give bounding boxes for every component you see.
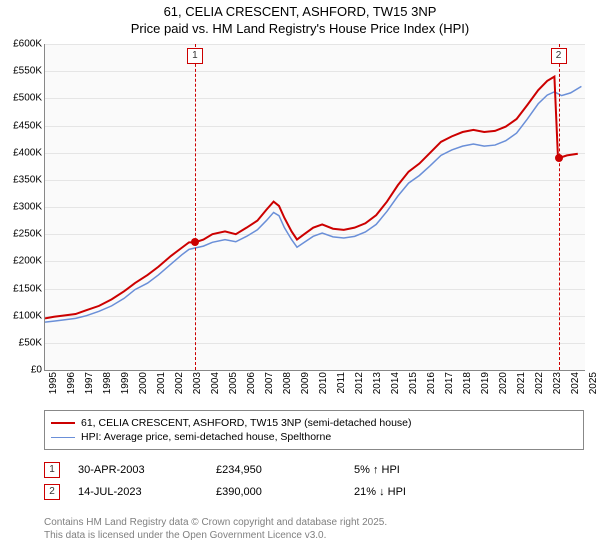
- x-tick-label: 2021: [516, 372, 527, 402]
- x-tick-label: 1995: [48, 372, 59, 402]
- x-tick-label: 2005: [228, 372, 239, 402]
- x-tick-label: 2014: [390, 372, 401, 402]
- sale-delta: 5% ↑ HPI: [354, 464, 474, 476]
- series-line: [45, 77, 578, 319]
- title-line1: 61, CELIA CRESCENT, ASHFORD, TW15 3NP: [0, 4, 600, 21]
- x-tick-label: 2025: [588, 372, 599, 402]
- y-tick-label: £550K: [2, 66, 42, 77]
- y-tick-label: £350K: [2, 174, 42, 185]
- marker-label: 2: [551, 48, 567, 64]
- x-tick-label: 1999: [120, 372, 131, 402]
- x-tick-label: 2003: [192, 372, 203, 402]
- series-line: [45, 86, 581, 322]
- x-tick-label: 2018: [462, 372, 473, 402]
- sale-delta: 21% ↓ HPI: [354, 486, 474, 498]
- marker-label: 1: [187, 48, 203, 64]
- x-tick-label: 2012: [354, 372, 365, 402]
- legend-swatch: [51, 437, 75, 438]
- x-tick-label: 2008: [282, 372, 293, 402]
- sales-table: 1 30-APR-2003 £234,950 5% ↑ HPI 2 14-JUL-2023…: [44, 456, 584, 506]
- legend-swatch: [51, 422, 75, 424]
- y-tick-label: £300K: [2, 202, 42, 213]
- sale-row: 2 14-JUL-2023 £390,000 21% ↓ HPI: [44, 484, 584, 500]
- marker-dot: [555, 154, 563, 162]
- chart-lines: [45, 44, 585, 370]
- footer-line1: Contains HM Land Registry data © Crown c…: [44, 516, 387, 529]
- marker-line: [559, 44, 560, 370]
- sale-date: 30-APR-2003: [78, 464, 198, 476]
- x-tick-label: 2000: [138, 372, 149, 402]
- legend-label: HPI: Average price, semi-detached house,…: [81, 431, 331, 443]
- chart-container: 61, CELIA CRESCENT, ASHFORD, TW15 3NP Pr…: [0, 0, 600, 560]
- x-tick-label: 2007: [264, 372, 275, 402]
- x-tick-label: 2023: [552, 372, 563, 402]
- marker-line: [195, 44, 196, 370]
- legend-item: HPI: Average price, semi-detached house,…: [51, 431, 577, 443]
- x-tick-label: 2013: [372, 372, 383, 402]
- x-tick-label: 2024: [570, 372, 581, 402]
- sale-row: 1 30-APR-2003 £234,950 5% ↑ HPI: [44, 462, 584, 478]
- y-tick-label: £500K: [2, 93, 42, 104]
- y-tick-label: £0: [2, 365, 42, 376]
- x-tick-label: 2009: [300, 372, 311, 402]
- y-tick-label: £450K: [2, 120, 42, 131]
- y-tick-label: £50K: [2, 337, 42, 348]
- sale-marker-icon: 1: [44, 462, 60, 478]
- x-tick-label: 2022: [534, 372, 545, 402]
- x-tick-label: 2017: [444, 372, 455, 402]
- x-tick-label: 2001: [156, 372, 167, 402]
- x-tick-label: 1996: [66, 372, 77, 402]
- x-tick-label: 2016: [426, 372, 437, 402]
- y-tick-label: £150K: [2, 283, 42, 294]
- legend-label: 61, CELIA CRESCENT, ASHFORD, TW15 3NP (s…: [81, 417, 412, 429]
- sale-price: £234,950: [216, 464, 336, 476]
- y-tick-label: £250K: [2, 229, 42, 240]
- x-tick-label: 2019: [480, 372, 491, 402]
- x-tick-label: 2011: [336, 372, 347, 402]
- x-tick-label: 2015: [408, 372, 419, 402]
- x-tick-label: 2006: [246, 372, 257, 402]
- legend-box: 61, CELIA CRESCENT, ASHFORD, TW15 3NP (s…: [44, 410, 584, 450]
- y-tick-label: £200K: [2, 256, 42, 267]
- legend-item: 61, CELIA CRESCENT, ASHFORD, TW15 3NP (s…: [51, 417, 577, 429]
- y-tick-label: £400K: [2, 147, 42, 158]
- title-line2: Price paid vs. HM Land Registry's House …: [0, 21, 600, 38]
- footer-text: Contains HM Land Registry data © Crown c…: [44, 516, 387, 542]
- x-tick-label: 2004: [210, 372, 221, 402]
- y-tick-label: £100K: [2, 310, 42, 321]
- y-tick-label: £600K: [2, 39, 42, 50]
- x-tick-label: 2002: [174, 372, 185, 402]
- title-block: 61, CELIA CRESCENT, ASHFORD, TW15 3NP Pr…: [0, 0, 600, 38]
- x-tick-label: 1998: [102, 372, 113, 402]
- x-tick-label: 2010: [318, 372, 329, 402]
- footer-line2: This data is licensed under the Open Gov…: [44, 529, 387, 542]
- sale-price: £390,000: [216, 486, 336, 498]
- x-tick-label: 2020: [498, 372, 509, 402]
- marker-dot: [191, 238, 199, 246]
- x-tick-label: 1997: [84, 372, 95, 402]
- sale-date: 14-JUL-2023: [78, 486, 198, 498]
- chart-plot-area: 12: [44, 44, 585, 371]
- sale-marker-icon: 2: [44, 484, 60, 500]
